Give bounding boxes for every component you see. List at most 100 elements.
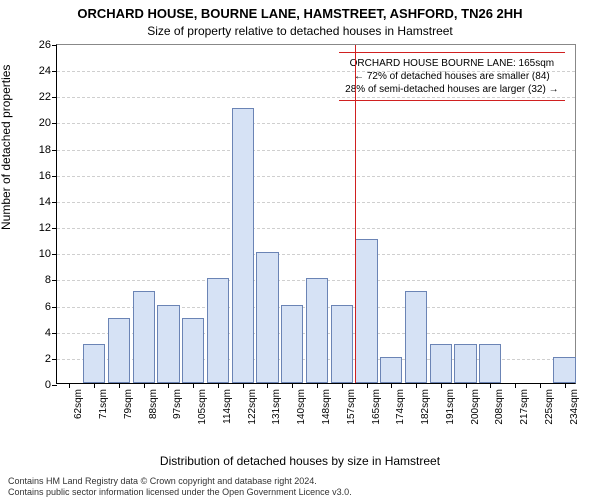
- gridline: [57, 202, 575, 203]
- x-tick-mark: [466, 383, 467, 388]
- gridline: [57, 123, 575, 124]
- x-tick-label: 148sqm: [321, 389, 332, 425]
- bar: [553, 357, 575, 383]
- x-tick-label: 140sqm: [296, 389, 307, 425]
- x-tick-label: 114sqm: [222, 389, 233, 424]
- y-tick-mark: [52, 280, 57, 281]
- y-tick-mark: [52, 45, 57, 46]
- gridline: [57, 71, 575, 72]
- y-tick-label: 18: [39, 144, 51, 156]
- x-tick-mark: [243, 383, 244, 388]
- x-tick-label: 71sqm: [98, 389, 109, 419]
- x-tick-label: 191sqm: [445, 389, 456, 425]
- y-tick-label: 22: [39, 91, 51, 103]
- y-tick-mark: [52, 150, 57, 151]
- x-tick-mark: [367, 383, 368, 388]
- y-tick-label: 10: [39, 248, 51, 260]
- gridline: [57, 97, 575, 98]
- bar: [331, 305, 353, 383]
- x-tick-label: 79sqm: [123, 389, 134, 419]
- x-tick-mark: [69, 383, 70, 388]
- y-tick-label: 26: [39, 39, 51, 51]
- y-tick-label: 0: [45, 379, 51, 391]
- gridline: [57, 176, 575, 177]
- x-tick-label: 208sqm: [494, 389, 505, 425]
- y-tick-mark: [52, 97, 57, 98]
- x-tick-mark: [515, 383, 516, 388]
- gridline: [57, 150, 575, 151]
- y-tick-label: 2: [45, 353, 51, 365]
- y-tick-label: 6: [45, 301, 51, 313]
- x-tick-mark: [565, 383, 566, 388]
- y-tick-label: 20: [39, 117, 51, 129]
- x-tick-label: 97sqm: [172, 389, 183, 419]
- footer-line: Contains HM Land Registry data © Crown c…: [8, 476, 592, 487]
- x-tick-label: 88sqm: [148, 389, 159, 419]
- y-tick-label: 12: [39, 222, 51, 234]
- y-tick-label: 4: [45, 327, 51, 339]
- x-tick-label: 62sqm: [73, 389, 84, 419]
- y-tick-label: 16: [39, 170, 51, 182]
- y-axis-label: Number of detached properties: [0, 65, 13, 230]
- chart-subtitle: Size of property relative to detached ho…: [0, 24, 600, 38]
- x-tick-label: 217sqm: [519, 389, 530, 425]
- x-tick-label: 174sqm: [395, 389, 406, 425]
- x-tick-label: 157sqm: [346, 389, 357, 425]
- bar: [430, 344, 452, 383]
- x-tick-mark: [342, 383, 343, 388]
- y-tick-mark: [52, 123, 57, 124]
- y-tick-mark: [52, 254, 57, 255]
- bar: [133, 291, 155, 383]
- bar: [355, 239, 377, 383]
- bar: [157, 305, 179, 383]
- x-tick-mark: [540, 383, 541, 388]
- bar: [306, 278, 328, 383]
- x-tick-mark: [119, 383, 120, 388]
- annotation-line: 28% of semi-detached houses are larger (…: [345, 83, 558, 96]
- x-tick-mark: [490, 383, 491, 388]
- x-tick-label: 225sqm: [544, 389, 555, 425]
- bar: [405, 291, 427, 383]
- y-tick-mark: [52, 385, 57, 386]
- gridline: [57, 254, 575, 255]
- x-axis-label: Distribution of detached houses by size …: [0, 454, 600, 468]
- bar: [454, 344, 476, 383]
- x-tick-label: 234sqm: [569, 389, 580, 425]
- x-tick-label: 182sqm: [420, 389, 431, 425]
- chart-title: ORCHARD HOUSE, BOURNE LANE, HAMSTREET, A…: [0, 6, 600, 21]
- annotation-box: ORCHARD HOUSE BOURNE LANE: 165sqm ← 72% …: [339, 52, 564, 101]
- annotation-line: ORCHARD HOUSE BOURNE LANE: 165sqm: [345, 57, 558, 70]
- x-tick-label: 165sqm: [371, 389, 382, 425]
- x-tick-label: 105sqm: [197, 389, 208, 425]
- bar: [232, 108, 254, 383]
- y-tick-label: 8: [45, 274, 51, 286]
- bar: [108, 318, 130, 383]
- x-tick-mark: [391, 383, 392, 388]
- bar: [380, 357, 402, 383]
- highlight-line: [355, 45, 356, 383]
- bar: [207, 278, 229, 383]
- bar: [182, 318, 204, 383]
- x-tick-mark: [292, 383, 293, 388]
- x-tick-mark: [441, 383, 442, 388]
- x-tick-mark: [94, 383, 95, 388]
- x-tick-label: 200sqm: [470, 389, 481, 425]
- x-tick-mark: [144, 383, 145, 388]
- y-tick-label: 24: [39, 65, 51, 77]
- bar: [256, 252, 278, 383]
- x-tick-mark: [416, 383, 417, 388]
- bar: [281, 305, 303, 383]
- y-tick-mark: [52, 359, 57, 360]
- y-tick-label: 14: [39, 196, 51, 208]
- x-tick-mark: [193, 383, 194, 388]
- chart-container: { "title": "ORCHARD HOUSE, BOURNE LANE, …: [0, 0, 600, 500]
- x-tick-mark: [317, 383, 318, 388]
- plot-area: ORCHARD HOUSE BOURNE LANE: 165sqm ← 72% …: [56, 44, 576, 384]
- y-tick-mark: [52, 228, 57, 229]
- y-tick-mark: [52, 202, 57, 203]
- x-tick-label: 131sqm: [271, 389, 282, 425]
- x-tick-mark: [218, 383, 219, 388]
- x-tick-label: 122sqm: [247, 389, 258, 425]
- y-tick-mark: [52, 176, 57, 177]
- x-tick-mark: [168, 383, 169, 388]
